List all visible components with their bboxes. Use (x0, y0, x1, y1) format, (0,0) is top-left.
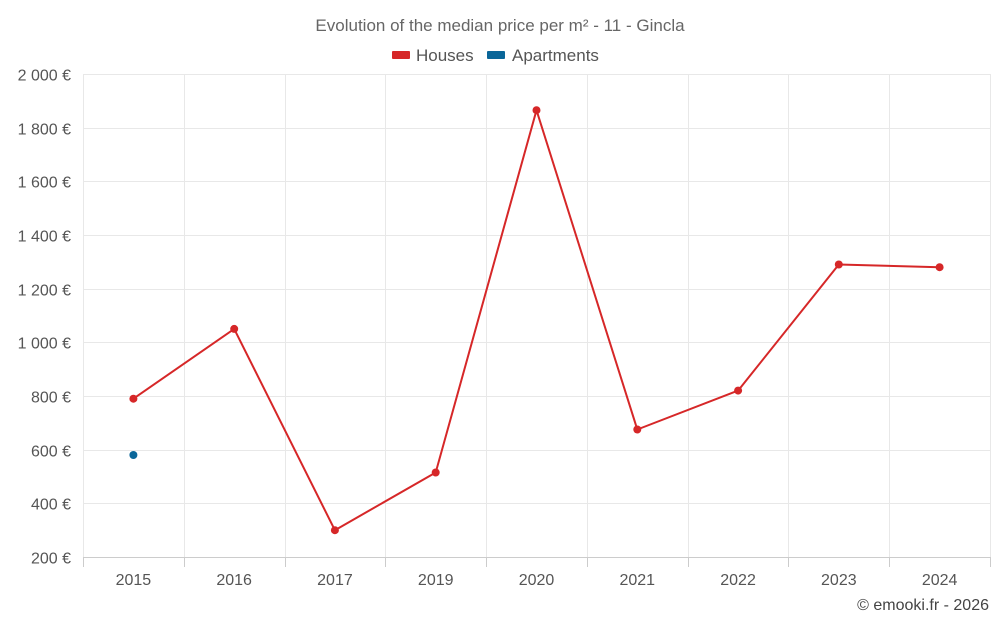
y-axis: 200 € 400 € 600 € 800 € 1 000 € 1 200 € 1 400 … (18, 68, 71, 568)
x-axis: 2015 2016 2017 2019 2020 2021 2022 2023 2024 (83, 557, 991, 589)
legend-label-apartments[interactable]: Apartments (512, 46, 599, 65)
data-point-houses[interactable] (734, 386, 743, 395)
y-tick-label: 200 € (31, 551, 71, 568)
data-point-houses[interactable] (532, 106, 541, 115)
data-point-houses[interactable] (230, 324, 239, 333)
series-layer (129, 106, 944, 535)
legend-label-houses[interactable]: Houses (416, 46, 474, 65)
y-tick-label: 2 000 € (18, 68, 71, 85)
legend-swatch-houses (392, 51, 410, 59)
x-tick-label: 2016 (216, 572, 252, 589)
chart-legend: Houses Apartments (392, 46, 599, 65)
data-point-houses[interactable] (431, 468, 440, 477)
x-tick-label: 2015 (116, 572, 152, 589)
y-tick-label: 1 000 € (18, 336, 71, 353)
y-tick-label: 1 400 € (18, 229, 71, 246)
data-point-houses[interactable] (834, 260, 843, 269)
x-tick-label: 2023 (821, 572, 857, 589)
x-tick-label: 2020 (519, 572, 555, 589)
series-line-houses (132, 109, 940, 532)
x-tick-label: 2017 (317, 572, 353, 589)
data-point-houses[interactable] (330, 526, 339, 535)
y-tick-label: 1 600 € (18, 175, 71, 192)
data-point-houses[interactable] (633, 425, 642, 434)
grid (83, 74, 991, 557)
data-point-houses[interactable] (129, 394, 138, 403)
y-tick-label: 1 200 € (18, 283, 71, 300)
data-point-apartments[interactable] (129, 451, 138, 459)
y-tick-label: 800 € (31, 390, 71, 407)
legend-swatch-apartments (487, 51, 505, 59)
x-tick-label: 2024 (922, 572, 958, 589)
y-tick-label: 1 800 € (18, 122, 71, 139)
x-tick-label: 2019 (418, 572, 454, 589)
x-tick-label: 2022 (720, 572, 756, 589)
credit-text: © emooki.fr - 2026 (857, 597, 989, 614)
y-tick-label: 600 € (31, 444, 71, 461)
data-point-houses[interactable] (935, 263, 944, 272)
y-tick-label: 400 € (31, 497, 71, 514)
x-tick-label: 2021 (619, 572, 655, 589)
chart-title: Evolution of the median price per m² - 1… (315, 16, 685, 35)
